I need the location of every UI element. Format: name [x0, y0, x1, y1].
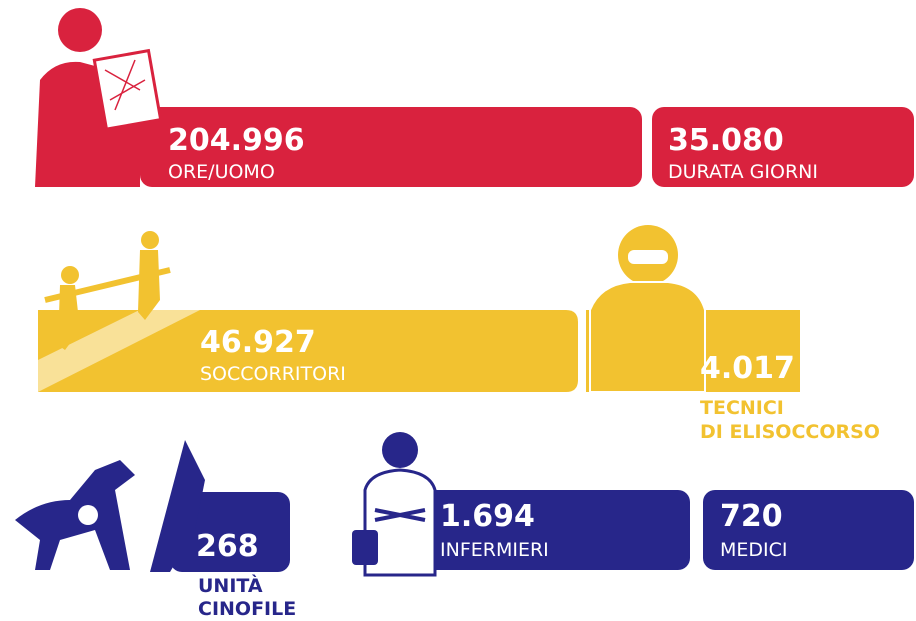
stat-value: 268	[196, 529, 259, 564]
stat-label: DURATA GIORNI	[668, 161, 818, 183]
stat-label: DI ELISOCCORSO	[700, 421, 880, 443]
stat-bar	[652, 107, 914, 187]
stat-bar	[38, 310, 578, 392]
stat-value: 35.080	[668, 123, 784, 158]
stat-bar	[703, 490, 914, 570]
stat-bar	[140, 107, 642, 187]
rescuer-illustration	[35, 8, 163, 187]
stat-bar	[420, 490, 690, 570]
stat-value: 4.017	[700, 351, 795, 386]
stat-label: CINOFILE	[198, 598, 296, 620]
stat-value: 204.996	[168, 123, 305, 158]
dog-illustration	[15, 440, 205, 572]
stat-value: 720	[720, 499, 783, 534]
stat-value: 46.927	[200, 325, 316, 360]
stat-label: TECNICI	[700, 397, 784, 419]
stat-bar	[170, 492, 290, 572]
nurse-illustration	[352, 432, 437, 577]
stretcher-illustration	[38, 231, 200, 392]
stat-value: 1.694	[440, 499, 535, 534]
stat-label: ORE/UOMO	[168, 161, 275, 183]
stat-label: MEDICI	[720, 539, 788, 561]
stat-label: SOCCORRITORI	[200, 363, 346, 385]
stat-label: INFERMIERI	[440, 539, 549, 561]
stat-label: UNITÀ	[198, 574, 263, 597]
pilot-illustration	[589, 225, 706, 393]
